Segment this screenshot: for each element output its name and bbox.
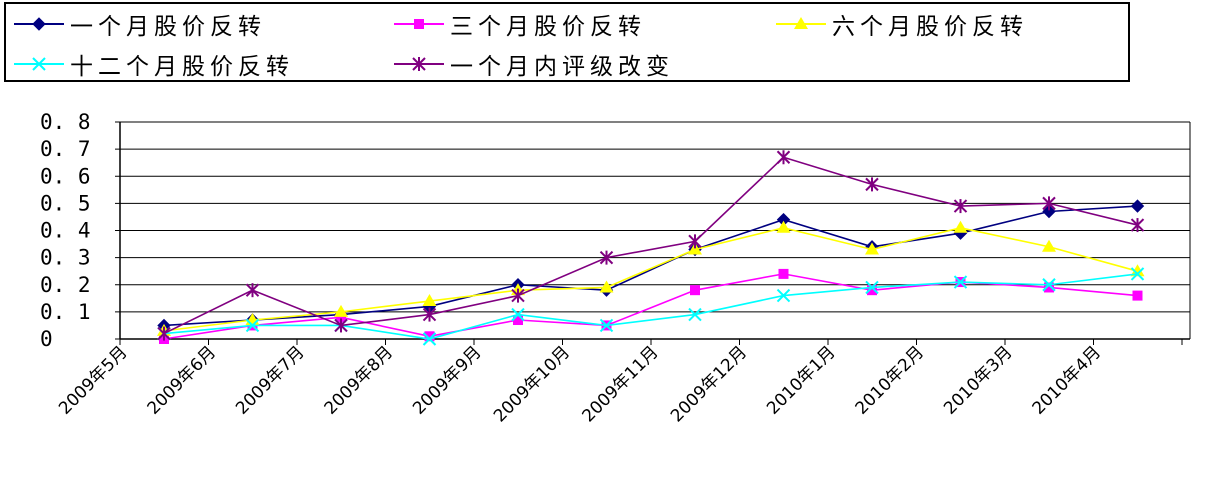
series-line	[163, 156, 1138, 335]
legend-marker	[414, 19, 424, 29]
x-tick-label: 2010年4月	[1029, 342, 1105, 418]
data-point	[1042, 239, 1056, 252]
legend-marker	[32, 17, 46, 31]
data-point	[422, 294, 437, 307]
data-point	[336, 312, 346, 323]
data-point	[334, 318, 348, 333]
data-point	[1042, 278, 1056, 292]
series-line	[163, 226, 1138, 332]
y-tick-label: 0. 7	[40, 137, 91, 161]
legend-swatch	[14, 17, 64, 31]
data-point	[865, 280, 879, 295]
data-point	[1130, 199, 1145, 213]
data-point	[688, 242, 702, 255]
data-point	[599, 250, 614, 265]
x-tick-label: 2009年5月	[55, 342, 131, 418]
legend-item: 三个月股价反转	[392, 6, 646, 42]
x-tick-label: 2009年10月	[490, 342, 574, 426]
y-tick-label: 0. 6	[40, 164, 91, 188]
y-tick-label: 0. 8	[40, 110, 91, 134]
x-tick-label: 2010年1月	[763, 342, 839, 418]
data-point	[865, 242, 879, 255]
legend-swatch	[394, 19, 444, 29]
legend-item: 六个月股价反转	[774, 6, 1028, 42]
legend-item: 一个月股价反转	[12, 6, 266, 42]
x-tick-label: 2009年11月	[578, 342, 662, 426]
data-point	[1042, 196, 1056, 211]
data-point	[1130, 218, 1145, 233]
legend-label: 三个月股价反转	[450, 14, 646, 40]
data-point	[513, 315, 523, 326]
data-point	[776, 150, 791, 165]
data-point	[245, 318, 260, 333]
x-tick-label: 2010年3月	[940, 342, 1016, 418]
legend-item: 十二个月股价反转	[12, 46, 294, 82]
legend-label: 十二个月股价反转	[70, 54, 294, 80]
x-tick-label: 2009年8月	[321, 342, 397, 418]
data-point	[778, 268, 789, 279]
legend-label: 一个月内评级改变	[450, 54, 674, 80]
legend-label: 一个月股价反转	[70, 14, 266, 40]
data-point	[1042, 204, 1056, 219]
series-line	[163, 273, 1138, 340]
legend-swatch	[776, 17, 826, 29]
data-point	[953, 199, 968, 214]
data-point	[157, 326, 171, 341]
legend-marker	[794, 17, 808, 29]
x-tick-label: 2009年12月	[667, 342, 751, 426]
data-point	[422, 332, 437, 346]
data-point	[688, 234, 702, 249]
data-point	[511, 307, 525, 322]
y-tick-label: 0. 4	[40, 219, 91, 243]
data-point	[1130, 267, 1145, 281]
data-point	[1130, 264, 1145, 277]
data-point	[334, 304, 348, 317]
y-tick-label: 0. 2	[40, 273, 91, 297]
data-point	[424, 331, 435, 342]
legend-swatch	[394, 57, 444, 71]
data-point	[953, 275, 968, 289]
data-point	[1044, 282, 1054, 293]
data-point	[245, 283, 260, 298]
data-point	[865, 177, 879, 192]
data-point	[599, 318, 614, 333]
y-tick-label: 0. 1	[40, 300, 91, 324]
legend-marker	[32, 57, 46, 71]
y-tick-label: 0. 3	[40, 246, 91, 270]
x-tick-label: 2010年2月	[852, 342, 928, 418]
legend-item: 一个月内评级改变	[392, 46, 674, 82]
legend-label: 六个月股价反转	[832, 14, 1028, 40]
data-point	[867, 285, 877, 296]
y-tick-label: 0	[40, 327, 53, 351]
data-point	[1132, 290, 1143, 301]
data-point	[511, 288, 525, 303]
x-tick-label: 2009年9月	[409, 342, 485, 418]
data-point	[690, 285, 700, 296]
x-tick-label: 2009年6月	[144, 342, 220, 418]
y-tick-label: 0. 5	[40, 191, 91, 215]
data-point	[422, 307, 437, 322]
chart-legend: 一个月股价反转 三个月股价反转 六个月股价反转十二个月股价反转 一个月内评级改变	[4, 2, 1130, 82]
legend-swatch	[14, 57, 64, 71]
data-point	[953, 220, 968, 233]
data-point	[776, 220, 791, 233]
legend-marker	[412, 57, 426, 71]
x-tick-label: 2009年7月	[232, 342, 308, 418]
data-point	[599, 280, 614, 293]
data-point	[688, 307, 702, 322]
data-point	[776, 288, 791, 303]
series-line	[163, 205, 1138, 327]
